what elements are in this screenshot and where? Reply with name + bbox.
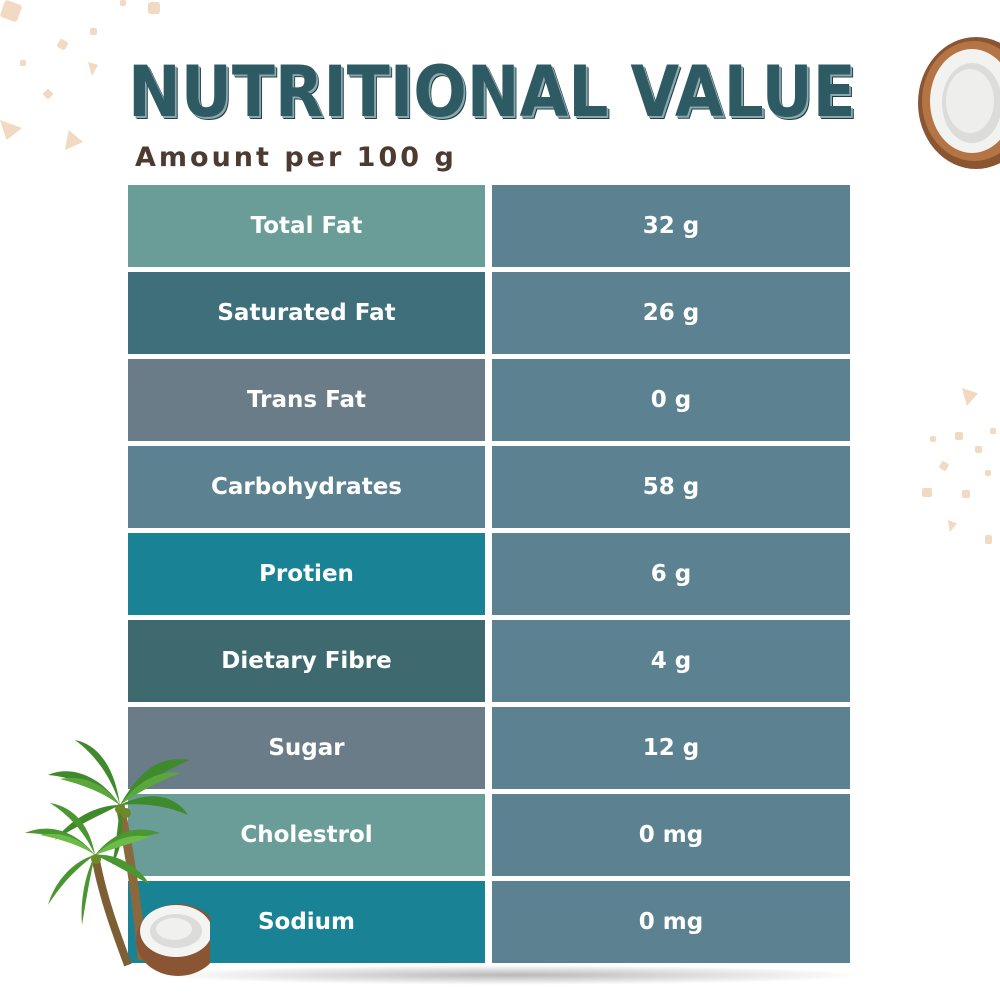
coconut-half-icon bbox=[918, 37, 1000, 169]
table-row: Carbohydrates 58 g bbox=[128, 446, 850, 528]
nutrient-value: 0 g bbox=[492, 359, 850, 441]
table-row: Sodium 0 mg bbox=[128, 881, 850, 963]
nutrition-table: Total Fat 32 g Saturated Fat 26 g Trans … bbox=[128, 185, 850, 965]
nutrient-label: Saturated Fat bbox=[128, 272, 485, 354]
nutrient-label: Protien bbox=[128, 533, 485, 615]
nutrient-label: Dietary Fibre bbox=[128, 620, 485, 702]
nutrient-label: Sugar bbox=[128, 707, 485, 789]
nutrient-value: 58 g bbox=[492, 446, 850, 528]
nutrient-value: 26 g bbox=[492, 272, 850, 354]
table-row: Total Fat 32 g bbox=[128, 185, 850, 267]
table-row: Saturated Fat 26 g bbox=[128, 272, 850, 354]
nutrient-value: 12 g bbox=[492, 707, 850, 789]
palm-tree-icon bbox=[25, 740, 210, 976]
table-shadow bbox=[150, 965, 870, 985]
nutrient-label: Carbohydrates bbox=[128, 446, 485, 528]
nutrient-label: Cholestrol bbox=[128, 794, 485, 876]
nutrient-value: 0 mg bbox=[492, 794, 850, 876]
table-row: Sugar 12 g bbox=[128, 707, 850, 789]
nutrient-value: 6 g bbox=[492, 533, 850, 615]
table-row: Trans Fat 0 g bbox=[128, 359, 850, 441]
page-title: NUTRITIONAL VALUE bbox=[128, 51, 856, 133]
table-row: Dietary Fibre 4 g bbox=[128, 620, 850, 702]
table-row: Protien 6 g bbox=[128, 533, 850, 615]
nutrient-value: 32 g bbox=[492, 185, 850, 267]
nutrient-label: Total Fat bbox=[128, 185, 485, 267]
nutrient-value: 0 mg bbox=[492, 881, 850, 963]
table-row: Cholestrol 0 mg bbox=[128, 794, 850, 876]
serving-size-subtitle: Amount per 100 g bbox=[135, 142, 457, 173]
nutrient-label: Trans Fat bbox=[128, 359, 485, 441]
nutrient-value: 4 g bbox=[492, 620, 850, 702]
